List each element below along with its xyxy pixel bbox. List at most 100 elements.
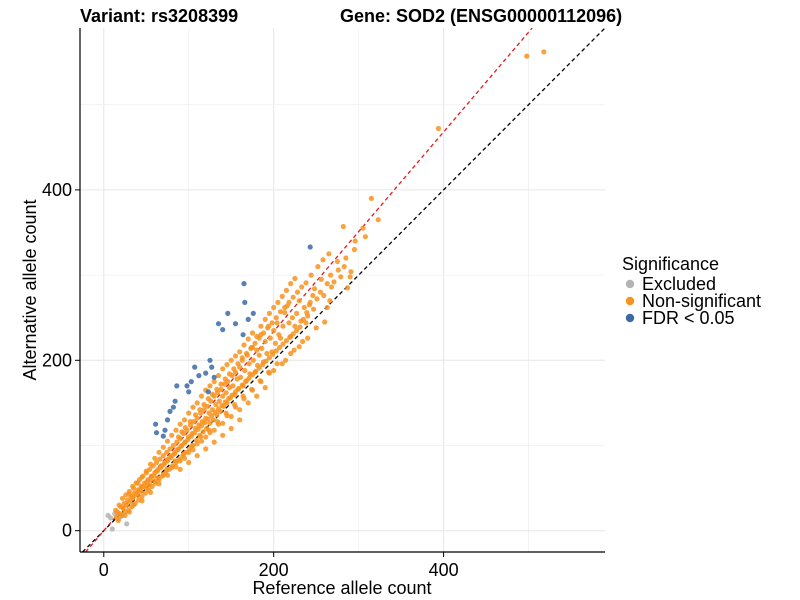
reference-lines xyxy=(82,27,606,553)
point-non-significant xyxy=(305,335,311,341)
point-non-significant xyxy=(139,474,145,480)
point-fdr-0-05 xyxy=(232,321,239,327)
point-non-significant xyxy=(224,413,230,419)
point-non-significant xyxy=(135,492,141,498)
point-non-significant xyxy=(160,453,166,459)
point-non-significant xyxy=(139,498,145,504)
point-non-significant xyxy=(310,292,316,299)
point-non-significant xyxy=(274,320,280,326)
point-non-significant xyxy=(292,275,298,282)
point-non-significant xyxy=(181,440,188,446)
x-tick-label: 0 xyxy=(99,560,109,580)
point-non-significant xyxy=(190,447,196,453)
point-non-significant xyxy=(241,396,247,402)
point-non-significant xyxy=(277,309,284,315)
point-non-significant xyxy=(264,350,270,357)
point-excluded xyxy=(124,521,130,527)
point-non-significant xyxy=(262,385,268,391)
point-non-significant xyxy=(273,315,279,321)
point-non-significant xyxy=(170,442,176,449)
point-non-significant xyxy=(194,453,200,459)
point-non-significant xyxy=(164,458,171,464)
point-non-significant xyxy=(275,299,281,305)
point-non-significant xyxy=(271,367,277,374)
point-non-significant xyxy=(307,299,313,305)
point-non-significant xyxy=(151,473,157,479)
point-non-significant xyxy=(234,376,240,382)
chart-title-variant: Variant: rs3208399 xyxy=(80,6,238,26)
point-non-significant xyxy=(327,298,333,304)
point-fdr-0-05 xyxy=(153,421,159,427)
point-non-significant xyxy=(135,480,141,486)
point-non-significant xyxy=(169,465,175,471)
point-non-significant xyxy=(269,320,275,326)
point-non-significant xyxy=(253,368,259,374)
point-non-significant xyxy=(271,304,277,311)
point-non-significant xyxy=(524,53,530,59)
point-non-significant xyxy=(245,336,251,342)
point-non-significant xyxy=(326,251,332,257)
point-non-significant xyxy=(375,217,381,223)
point-non-significant xyxy=(181,417,188,423)
axis-ticks: 0 200 400 0 200 400 xyxy=(42,180,459,580)
point-non-significant xyxy=(198,423,205,429)
point-non-significant xyxy=(143,468,149,474)
point-non-significant xyxy=(124,502,130,508)
point-non-significant xyxy=(130,502,137,508)
point-non-significant xyxy=(119,495,126,501)
point-non-significant xyxy=(171,451,177,457)
point-non-significant xyxy=(186,459,192,466)
point-non-significant xyxy=(320,257,326,263)
point-non-significant xyxy=(198,434,204,440)
point-fdr-0-05 xyxy=(307,244,313,250)
point-non-significant xyxy=(236,385,242,391)
point-non-significant xyxy=(173,427,179,433)
point-non-significant xyxy=(209,391,216,397)
point-non-significant xyxy=(117,511,123,517)
point-non-significant xyxy=(169,432,175,438)
point-non-significant xyxy=(266,370,272,376)
point-non-significant xyxy=(158,465,164,471)
point-non-significant xyxy=(267,335,273,341)
point-fdr-0-05 xyxy=(167,408,173,414)
point-non-significant xyxy=(211,427,217,433)
point-fdr-0-05 xyxy=(174,383,180,389)
point-non-significant xyxy=(308,272,314,278)
point-fdr-0-05 xyxy=(207,357,213,363)
point-non-significant xyxy=(207,420,213,426)
point-non-significant xyxy=(215,421,222,427)
point-non-significant xyxy=(311,286,318,292)
y-axis-label: Alternative allele count xyxy=(20,199,40,380)
point-non-significant xyxy=(209,413,215,419)
point-fdr-0-05 xyxy=(205,389,211,395)
point-non-significant xyxy=(254,393,260,399)
legend-label-fdr: FDR < 0.05 xyxy=(642,308,735,328)
point-non-significant xyxy=(265,325,271,331)
point-non-significant xyxy=(300,316,306,322)
point-non-significant xyxy=(273,348,279,354)
point-non-significant xyxy=(164,438,171,444)
point-non-significant xyxy=(283,338,289,344)
point-non-significant xyxy=(282,304,288,311)
point-non-significant xyxy=(340,223,346,230)
point-non-significant xyxy=(279,361,285,367)
point-non-significant xyxy=(164,449,170,455)
point-non-significant xyxy=(177,421,183,427)
point-non-significant xyxy=(213,402,219,408)
x-tick-label: 400 xyxy=(429,560,459,580)
point-non-significant xyxy=(152,478,158,484)
point-non-significant xyxy=(286,320,292,326)
point-non-significant xyxy=(315,264,321,270)
point-non-significant xyxy=(260,362,266,368)
point-non-significant xyxy=(157,456,163,462)
point-non-significant xyxy=(175,434,182,440)
point-non-significant xyxy=(243,379,249,385)
point-non-significant xyxy=(362,234,368,240)
point-non-significant xyxy=(290,331,296,337)
point-non-significant xyxy=(211,379,217,385)
point-non-significant xyxy=(130,485,137,491)
point-non-significant xyxy=(147,477,154,483)
point-non-significant xyxy=(287,334,293,340)
point-non-significant xyxy=(237,417,243,423)
point-non-significant xyxy=(246,375,252,381)
